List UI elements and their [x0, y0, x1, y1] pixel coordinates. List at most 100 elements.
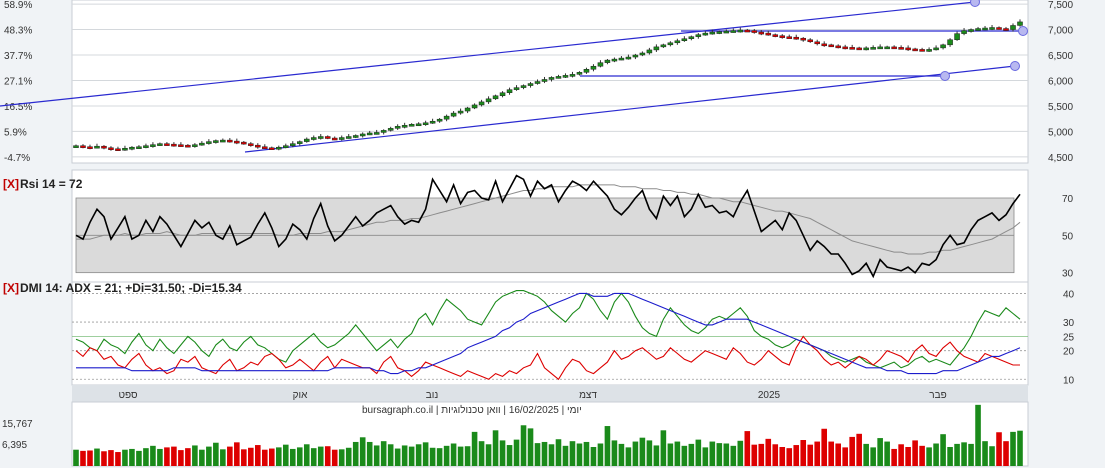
- volume-bar: [520, 425, 527, 466]
- candle-body: [905, 47, 911, 51]
- candle-body: [604, 59, 611, 63]
- rsi-tick-label: 30: [1062, 269, 1074, 280]
- candle-body: [716, 31, 723, 34]
- volume-bar: [772, 444, 779, 466]
- volume-bar: [877, 438, 883, 466]
- candle-body: [912, 48, 918, 52]
- candle-body: [241, 141, 247, 145]
- volume-bar: [429, 447, 436, 466]
- trendline-handle: [1018, 26, 1028, 36]
- volume-bar: [227, 446, 233, 466]
- volume-bar: [527, 428, 534, 466]
- volume-bar: [499, 440, 506, 466]
- candle-body: [359, 133, 366, 137]
- volume-bar: [394, 448, 401, 466]
- candle-body: [576, 72, 583, 75]
- price-left-tick-label: -4.7%: [4, 153, 30, 164]
- volume-bar: [856, 433, 862, 466]
- candle-body: [548, 77, 555, 80]
- candle-body: [800, 37, 806, 41]
- volume-bar: [681, 445, 688, 466]
- candle-body: [793, 36, 800, 40]
- volume-bar: [926, 447, 932, 466]
- trendline-handle: [970, 0, 980, 7]
- candle-body: [926, 49, 932, 52]
- volume-bar: [115, 452, 121, 466]
- volume-bar: [136, 450, 142, 466]
- volume-bar: [555, 439, 562, 466]
- candle-body: [527, 83, 534, 86]
- volume-bar: [192, 445, 198, 466]
- candle-body: [366, 132, 373, 136]
- volume-bar: [954, 443, 960, 466]
- volume-bar: [338, 449, 345, 466]
- volume-bar: [590, 446, 597, 466]
- candle-body: [164, 143, 170, 146]
- trendline-handle: [1010, 61, 1020, 71]
- volume-bar: [94, 448, 100, 466]
- candle-body: [856, 47, 862, 51]
- candle-body: [171, 143, 177, 147]
- candle-body: [499, 92, 506, 97]
- volume-bar: [317, 446, 324, 466]
- candle-body: [178, 144, 184, 147]
- candle-body: [765, 32, 772, 36]
- candle-body: [632, 54, 639, 58]
- volume-bar: [492, 430, 499, 466]
- volume-tick-label: 6,395: [2, 440, 27, 451]
- price-right-tick-label: 4,500: [1048, 153, 1073, 164]
- candle-body: [373, 132, 380, 135]
- volume-bar: [73, 449, 79, 466]
- volume-bar: [597, 443, 604, 466]
- candle-body: [94, 145, 100, 149]
- candle-body: [975, 28, 981, 31]
- volume-bar: [891, 448, 897, 466]
- volume-bar: [583, 441, 590, 466]
- volume-bar: [632, 441, 639, 466]
- volume-bar: [534, 443, 541, 466]
- volume-bar: [366, 441, 373, 466]
- candle-body: [870, 47, 876, 50]
- volume-bar: [842, 447, 848, 466]
- candle-body: [702, 32, 709, 36]
- candle-body: [401, 125, 408, 128]
- volume-bar: [464, 446, 471, 466]
- candle-body: [513, 87, 520, 90]
- rsi-line: [75, 174, 1021, 279]
- date-tick-label: דצמ: [579, 390, 597, 401]
- volume-bar: [737, 440, 744, 466]
- candle-body: [150, 144, 156, 147]
- volume-bar: [345, 447, 352, 466]
- volume-bar: [814, 441, 821, 466]
- candle-body: [968, 29, 974, 32]
- candle-body: [255, 144, 261, 148]
- volume-bar: [765, 438, 772, 466]
- candle-body: [954, 33, 960, 40]
- candle-body: [919, 49, 925, 52]
- volume-bar: [709, 441, 716, 466]
- volume-bar: [744, 431, 751, 466]
- volume-bar: [961, 442, 967, 466]
- volume-bar: [164, 447, 170, 466]
- candle-body: [380, 130, 387, 133]
- volume-bar: [793, 445, 800, 466]
- candle-body: [429, 120, 436, 124]
- candle-body: [80, 145, 86, 148]
- volume-bar: [688, 443, 695, 466]
- candle-body: [688, 36, 695, 39]
- candle-body: [877, 46, 883, 50]
- price-left-tick-label: 27.1%: [4, 76, 32, 87]
- volume-bar: [513, 439, 520, 466]
- volume-bar: [912, 440, 918, 466]
- volume-bar: [576, 443, 583, 466]
- volume-bar: [996, 432, 1002, 466]
- volume-bar: [206, 446, 212, 466]
- candle-body: [541, 79, 548, 82]
- volume-bar: [898, 444, 904, 466]
- price-right-tick-label: 5,500: [1048, 102, 1073, 113]
- candle-body: [898, 47, 904, 50]
- volume-bar: [947, 446, 953, 466]
- candle-body: [276, 146, 282, 150]
- candle-body: [590, 65, 597, 70]
- candle-body: [1010, 25, 1016, 30]
